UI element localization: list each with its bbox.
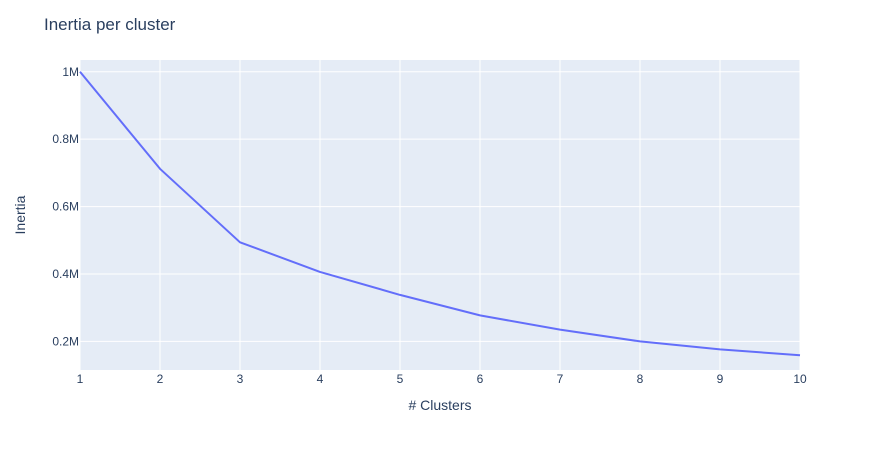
x-gridlines [79, 60, 801, 370]
x-axis-title: # Clusters [408, 397, 471, 413]
x-tick-labels: 1 2 3 4 5 6 7 8 9 10 [77, 372, 807, 386]
y-tick-labels: 0.2M 0.4M 0.6M 0.8M 1M [52, 65, 79, 349]
x-tick-label: 10 [793, 372, 807, 386]
series-line [79, 71, 801, 357]
x-tick-label: 8 [637, 372, 644, 386]
y-tick-label: 0.8M [52, 132, 79, 146]
y-tick-label: 0.4M [52, 267, 79, 281]
x-tick-label: 1 [77, 372, 84, 386]
y-axis-title: Inertia [12, 195, 28, 234]
y-gridlines [80, 71, 800, 342]
x-tick-label: 2 [157, 372, 164, 386]
x-tick-label: 7 [557, 372, 564, 386]
x-tick-label: 6 [477, 372, 484, 386]
plot-area [80, 60, 800, 370]
y-tick-label: 0.6M [52, 200, 79, 214]
x-tick-label: 3 [237, 372, 244, 386]
x-tick-label: 4 [317, 372, 324, 386]
x-tick-label: 9 [717, 372, 724, 386]
chart-title: Inertia per cluster [44, 15, 176, 34]
y-tick-label: 1M [62, 65, 79, 79]
x-tick-label: 5 [397, 372, 404, 386]
y-tick-label: 0.2M [52, 334, 79, 348]
